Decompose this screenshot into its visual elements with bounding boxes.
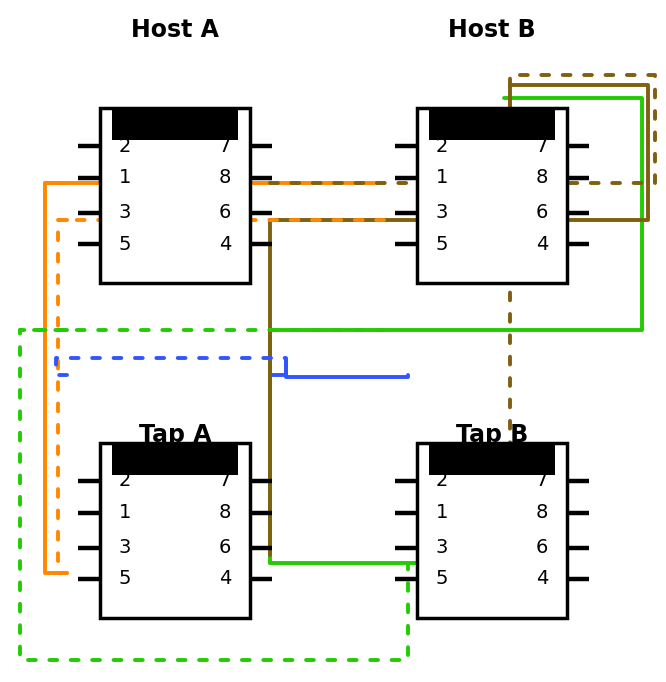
Text: 4: 4: [536, 569, 548, 589]
Text: 7: 7: [219, 471, 231, 490]
Text: Host A: Host A: [131, 18, 219, 42]
Text: 4: 4: [219, 569, 231, 589]
Text: 8: 8: [219, 503, 231, 522]
Bar: [429, 443, 555, 475]
Bar: [429, 108, 555, 140]
Bar: [100, 108, 250, 282]
Text: 2: 2: [119, 471, 131, 490]
Bar: [417, 443, 567, 617]
Text: 5: 5: [119, 235, 131, 254]
Bar: [417, 108, 567, 282]
Text: 3: 3: [119, 538, 131, 557]
Text: 1: 1: [436, 168, 448, 187]
Text: 3: 3: [119, 203, 131, 222]
Text: 6: 6: [219, 203, 231, 222]
Text: 4: 4: [219, 235, 231, 254]
Text: 6: 6: [536, 538, 548, 557]
Text: Tap A: Tap A: [139, 423, 211, 447]
Bar: [112, 443, 238, 475]
Text: 6: 6: [536, 203, 548, 222]
Text: 8: 8: [219, 168, 231, 187]
Text: 8: 8: [536, 168, 548, 187]
Text: 5: 5: [436, 569, 448, 589]
Text: 3: 3: [436, 203, 448, 222]
Bar: [100, 443, 250, 617]
Text: 5: 5: [119, 569, 131, 589]
Text: 2: 2: [436, 471, 448, 490]
Text: 2: 2: [436, 136, 448, 155]
Text: 5: 5: [436, 235, 448, 254]
Text: 6: 6: [219, 538, 231, 557]
Text: 4: 4: [536, 235, 548, 254]
Text: 8: 8: [536, 503, 548, 522]
Bar: [112, 108, 238, 140]
Text: 3: 3: [436, 538, 448, 557]
Text: 2: 2: [119, 136, 131, 155]
Text: 1: 1: [119, 168, 131, 187]
Text: 7: 7: [536, 471, 548, 490]
Text: 1: 1: [119, 503, 131, 522]
Text: 1: 1: [436, 503, 448, 522]
Text: Tap B: Tap B: [456, 423, 528, 447]
Text: 7: 7: [219, 136, 231, 155]
Text: 7: 7: [536, 136, 548, 155]
Text: Host B: Host B: [448, 18, 536, 42]
